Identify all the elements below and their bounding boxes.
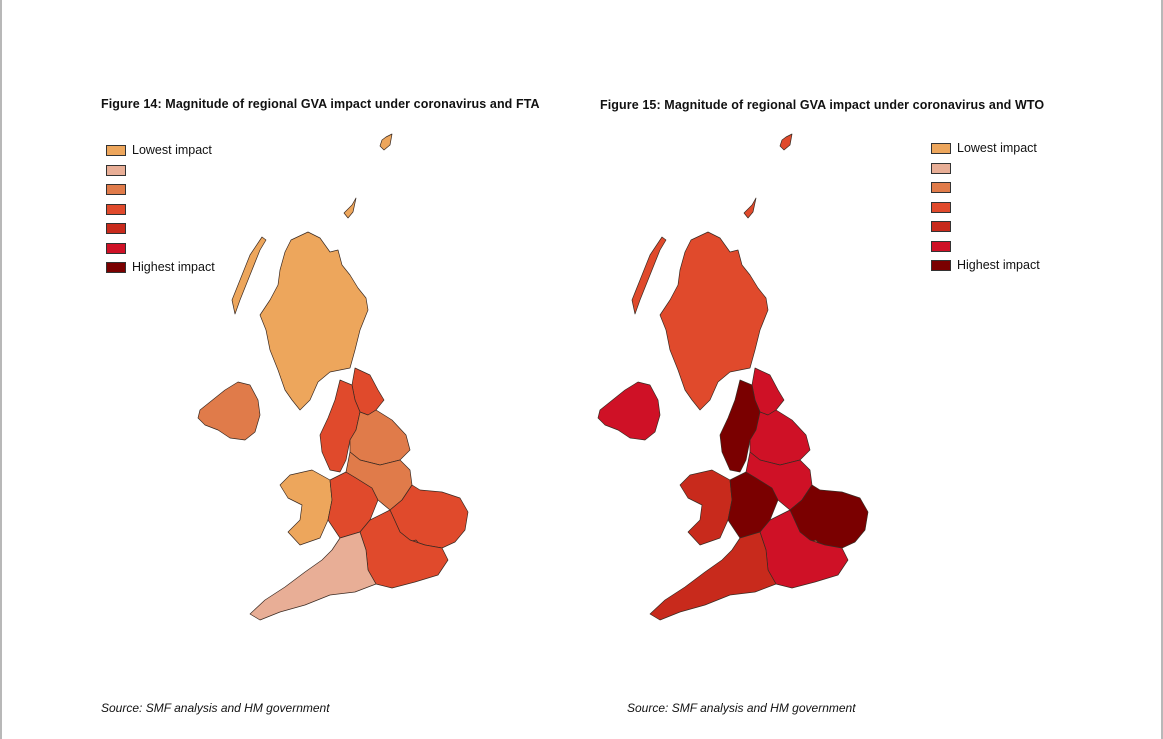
page-border-right bbox=[1161, 0, 1163, 739]
region-north-west bbox=[319, 379, 361, 473]
legend-label: Lowest impact bbox=[957, 141, 1037, 155]
region-south-west bbox=[649, 531, 777, 621]
legend-swatch bbox=[931, 162, 951, 174]
legend-swatch bbox=[106, 223, 126, 234]
region-scotland bbox=[343, 197, 357, 219]
region-wales bbox=[279, 469, 333, 546]
region-scotland bbox=[743, 197, 757, 219]
region-yorkshire bbox=[749, 409, 811, 466]
source-note: Source: SMF analysis and HM government bbox=[101, 701, 330, 715]
uk-region-map bbox=[197, 133, 469, 621]
legend-swatch bbox=[106, 242, 126, 254]
legend-label: Highest impact bbox=[132, 260, 215, 274]
figure-title: Figure 15: Magnitude of regional GVA imp… bbox=[600, 98, 1045, 112]
uk-region-map bbox=[597, 133, 869, 621]
legend-swatch bbox=[931, 182, 951, 193]
legend-swatch bbox=[106, 145, 126, 156]
region-scotland bbox=[659, 231, 769, 411]
source-note: Source: SMF analysis and HM government bbox=[627, 701, 856, 715]
region-northern-ireland bbox=[197, 381, 261, 441]
legend-label: Highest impact bbox=[957, 258, 1040, 272]
region-scotland bbox=[259, 231, 369, 411]
legend-swatch bbox=[931, 143, 951, 154]
legend-swatch bbox=[106, 164, 126, 176]
region-northern-ireland bbox=[597, 381, 661, 441]
region-scotland bbox=[779, 133, 793, 151]
legend-swatch bbox=[931, 260, 951, 271]
region-north-west bbox=[719, 379, 761, 473]
region-scotland bbox=[231, 236, 267, 315]
legend-label: Lowest impact bbox=[132, 143, 212, 157]
legend-swatch bbox=[106, 184, 126, 195]
legend-swatch bbox=[106, 203, 126, 215]
figure-title: Figure 14: Magnitude of regional GVA imp… bbox=[101, 97, 540, 111]
region-scotland bbox=[379, 133, 393, 151]
legend-swatch bbox=[931, 221, 951, 232]
region-wales bbox=[679, 469, 733, 546]
region-south-west bbox=[249, 531, 377, 621]
region-yorkshire bbox=[349, 409, 411, 466]
page-border-left bbox=[0, 0, 2, 739]
legend-swatch bbox=[931, 201, 951, 213]
figure-15: Figure 15: Magnitude of regional GVA imp… bbox=[580, 0, 1163, 739]
figure-14: Figure 14: Magnitude of regional GVA imp… bbox=[0, 0, 580, 739]
legend-swatch bbox=[931, 240, 951, 252]
legend-swatch bbox=[106, 262, 126, 273]
region-scotland bbox=[631, 236, 667, 315]
